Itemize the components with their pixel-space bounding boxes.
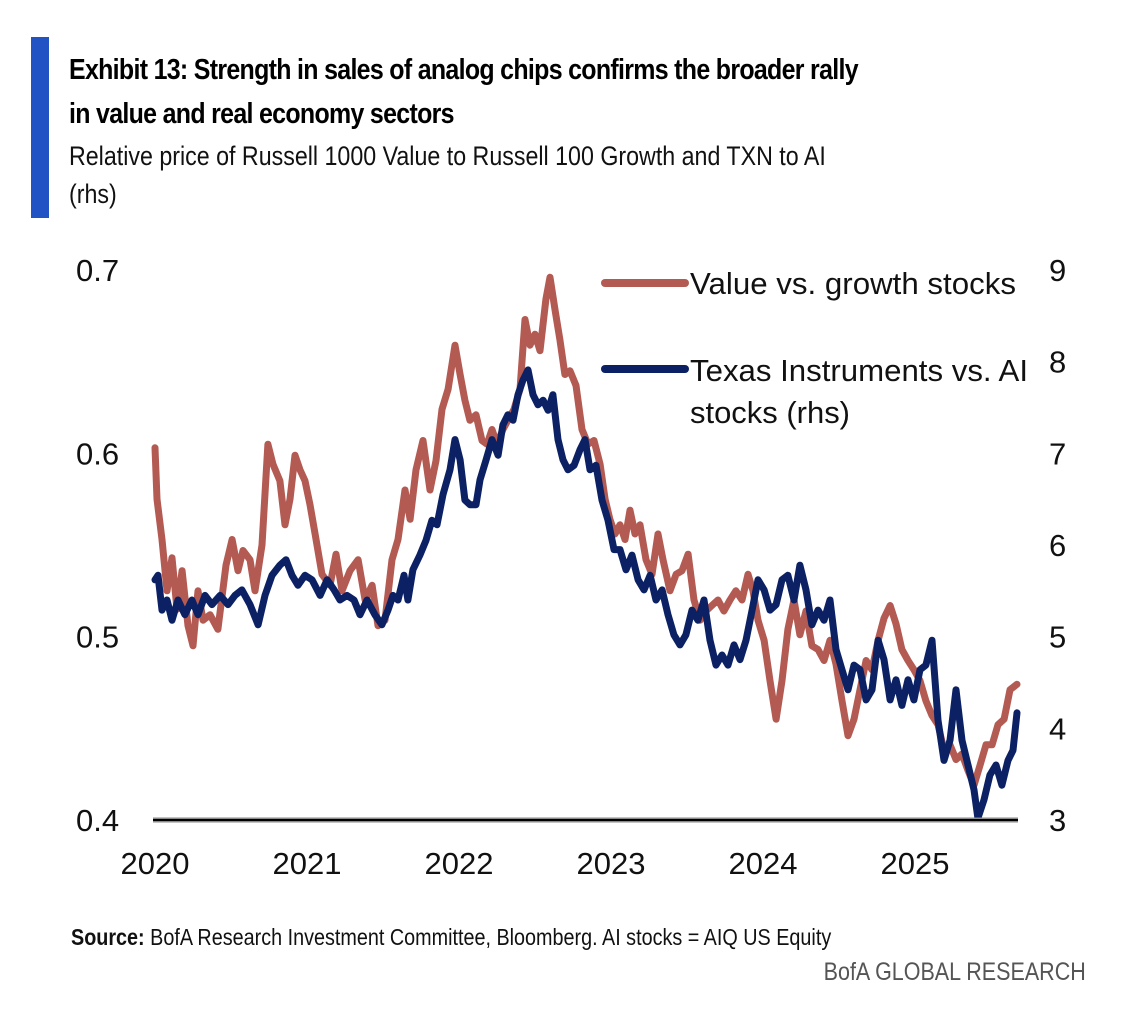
legend-item-value-vs-growth: Value vs. growth stocks bbox=[601, 266, 1016, 301]
y-axis-right: 3 4 5 6 7 8 9 bbox=[1049, 253, 1066, 838]
series-line-txn-vs-ai bbox=[151, 366, 1021, 822]
y-left-tick-label: 0.7 bbox=[76, 253, 119, 288]
y-right-tick-label: 4 bbox=[1049, 711, 1066, 746]
chart-subtitle-line-2: (rhs) bbox=[69, 179, 117, 209]
y-axis-left: 0.4 0.5 0.6 0.7 bbox=[76, 253, 119, 838]
legend-label-txn-vs-ai: Texas Instruments vs. AI stocks (rhs) bbox=[690, 353, 1037, 430]
y-right-tick-label: 8 bbox=[1049, 345, 1066, 380]
y-left-tick-label: 0.6 bbox=[76, 436, 119, 471]
y-left-tick-label: 0.4 bbox=[76, 803, 119, 838]
chart-title: Exhibit 13: Strength in sales of analog … bbox=[69, 48, 972, 136]
chart-subtitle: Relative price of Russell 1000 Value to … bbox=[69, 137, 826, 213]
y-right-tick-label: 3 bbox=[1049, 803, 1066, 838]
legend-item-txn-vs-ai: Texas Instruments vs. AI stocks (rhs) bbox=[601, 353, 1037, 430]
y-right-tick-label: 6 bbox=[1049, 528, 1066, 563]
x-tick-label: 2025 bbox=[881, 846, 950, 881]
brand-label: BofA GLOBAL RESEARCH bbox=[823, 958, 1086, 986]
legend-label-value-vs-growth: Value vs. growth stocks bbox=[690, 266, 1016, 301]
y-right-tick-label: 9 bbox=[1049, 253, 1066, 288]
x-tick-label: 2023 bbox=[577, 846, 646, 881]
x-tick-label: 2024 bbox=[729, 846, 798, 881]
series-layer bbox=[151, 273, 1021, 822]
exhibit-accent-bar bbox=[31, 37, 49, 218]
x-axis: 2020 2021 2022 2023 2024 2025 bbox=[121, 846, 950, 881]
x-tick-label: 2021 bbox=[273, 846, 342, 881]
y-right-tick-label: 5 bbox=[1049, 620, 1066, 655]
series-points-txn-vs-ai bbox=[154, 369, 1018, 819]
y-right-tick-label: 7 bbox=[1049, 436, 1066, 471]
legend: Value vs. growth stocks Texas Instrument… bbox=[601, 266, 1037, 430]
x-tick-label: 2020 bbox=[121, 846, 190, 881]
x-tick-label: 2022 bbox=[425, 846, 494, 881]
source-text: BofA Research Investment Committee, Bloo… bbox=[144, 924, 832, 950]
chart-title-line-2: in value and real economy sectors bbox=[69, 98, 455, 130]
y-left-tick-label: 0.5 bbox=[76, 620, 119, 655]
source-note: Source: BofA Research Investment Committ… bbox=[71, 924, 831, 951]
chart-title-line-1: Exhibit 13: Strength in sales of analog … bbox=[69, 54, 859, 86]
source-label: Source: bbox=[71, 924, 145, 950]
chart-subtitle-line-1: Relative price of Russell 1000 Value to … bbox=[69, 141, 826, 171]
